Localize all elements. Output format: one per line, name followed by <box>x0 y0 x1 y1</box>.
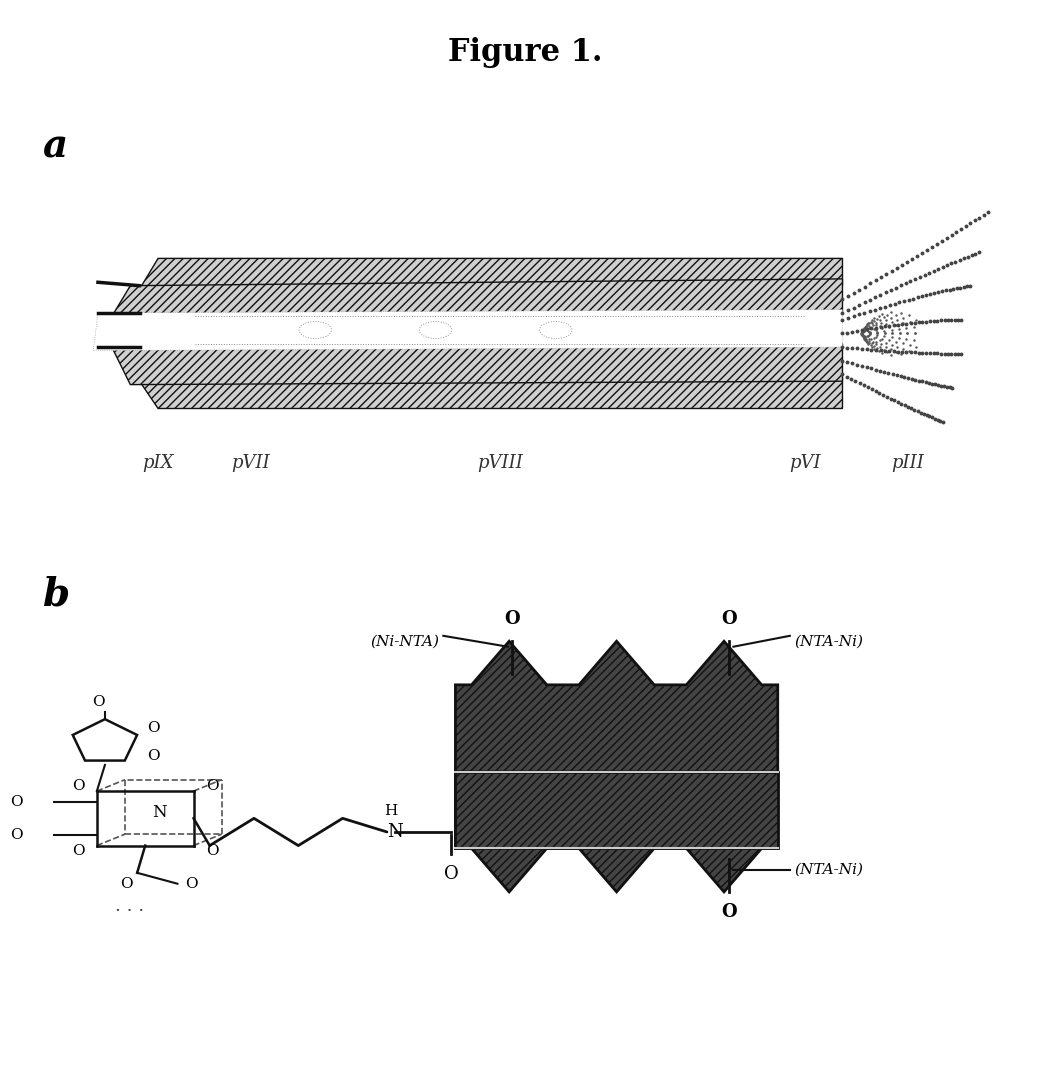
Text: O: O <box>147 722 160 736</box>
Text: (Ni-NTA): (Ni-NTA) <box>370 634 439 648</box>
Text: O: O <box>73 844 85 858</box>
Polygon shape <box>140 258 843 289</box>
Text: O: O <box>206 778 219 793</box>
Polygon shape <box>111 279 843 317</box>
Ellipse shape <box>300 322 331 339</box>
Text: O: O <box>444 865 459 883</box>
Text: pVII: pVII <box>231 454 270 472</box>
Text: (NTA-Ni): (NTA-Ni) <box>794 634 863 648</box>
Polygon shape <box>111 343 843 385</box>
Text: pVI: pVI <box>789 454 821 472</box>
Text: O: O <box>186 876 199 891</box>
Text: Figure 1.: Figure 1. <box>448 37 603 68</box>
Text: H: H <box>385 805 397 819</box>
Polygon shape <box>455 772 778 849</box>
Ellipse shape <box>539 322 572 339</box>
Text: O: O <box>722 610 737 628</box>
Text: a: a <box>42 128 67 166</box>
Text: (NTA-Ni): (NTA-Ni) <box>794 863 863 877</box>
Polygon shape <box>94 309 843 351</box>
Polygon shape <box>455 642 778 772</box>
Polygon shape <box>73 720 137 760</box>
Text: O: O <box>11 827 23 842</box>
Text: N: N <box>387 823 403 841</box>
Ellipse shape <box>419 322 452 339</box>
Text: pIX: pIX <box>142 454 173 472</box>
Text: O: O <box>121 876 133 891</box>
Text: O: O <box>73 778 85 793</box>
Polygon shape <box>140 377 843 408</box>
Text: pIII: pIII <box>891 454 924 472</box>
Text: N: N <box>152 804 167 821</box>
Text: O: O <box>722 903 737 921</box>
Text: O: O <box>206 844 219 858</box>
Text: pVIII: pVIII <box>477 454 523 472</box>
Text: O: O <box>147 748 160 762</box>
Text: O: O <box>11 795 23 809</box>
Polygon shape <box>455 772 778 892</box>
Text: . . .: . . . <box>115 897 144 915</box>
Text: b: b <box>42 576 69 614</box>
Text: O: O <box>504 610 519 628</box>
Text: O: O <box>92 695 105 709</box>
